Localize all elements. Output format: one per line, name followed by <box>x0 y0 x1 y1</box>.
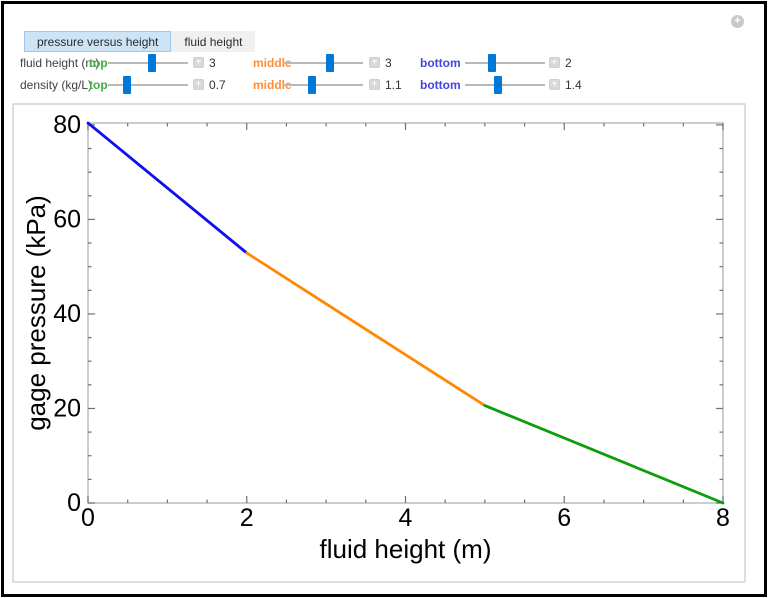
slider-thumb[interactable] <box>123 76 132 94</box>
slider-value-fluid-top: 3 <box>209 56 216 70</box>
slider-fluid-height-middle[interactable] <box>283 54 363 72</box>
svg-text:gage pressure (kPa): gage pressure (kPa) <box>21 195 51 431</box>
svg-text:0: 0 <box>67 489 81 517</box>
svg-text:40: 40 <box>53 300 81 328</box>
slider-density-top[interactable] <box>108 76 188 94</box>
expand-field-icon[interactable]: + <box>549 79 560 90</box>
expand-field-icon[interactable]: + <box>369 57 380 68</box>
fluid-height-row: fluid height (m) top + 3 middle + 3 bott… <box>0 54 768 72</box>
expand-field-icon[interactable]: + <box>193 79 204 90</box>
settings-plus-icon: + <box>734 15 741 27</box>
expand-field-icon[interactable]: + <box>549 57 560 68</box>
svg-text:6: 6 <box>557 504 571 532</box>
svg-text:0: 0 <box>81 504 95 532</box>
slider-value-fluid-bottom: 2 <box>565 56 572 70</box>
svg-text:60: 60 <box>53 205 81 233</box>
svg-text:8: 8 <box>716 504 730 532</box>
slider-thumb[interactable] <box>148 54 156 72</box>
expand-field-icon[interactable]: + <box>369 79 380 90</box>
density-row: density (kg/L) top + 0.7 middle + 1.1 bo… <box>0 76 768 94</box>
row-label-density: density (kg/L) <box>20 78 93 92</box>
slider-label-middle: middle <box>253 56 292 70</box>
slider-track[interactable] <box>465 62 545 64</box>
manipulate-settings-button[interactable]: + <box>731 15 744 28</box>
tab-bar: pressure versus height fluid height <box>24 31 256 52</box>
expand-field-icon[interactable]: + <box>193 57 204 68</box>
svg-text:80: 80 <box>53 111 81 139</box>
slider-label-top: top <box>89 78 108 92</box>
slider-track[interactable] <box>465 84 545 86</box>
svg-text:2: 2 <box>240 504 254 532</box>
slider-value-density-middle: 1.1 <box>385 78 402 92</box>
row-label-fluid-height: fluid height (m) <box>20 56 100 70</box>
slider-track[interactable] <box>108 84 188 86</box>
slider-track[interactable] <box>283 62 363 64</box>
slider-label-middle: middle <box>253 78 292 92</box>
slider-value-density-top: 0.7 <box>209 78 226 92</box>
slider-thumb[interactable] <box>488 54 497 72</box>
slider-fluid-height-top[interactable] <box>108 54 188 72</box>
svg-text:4: 4 <box>399 504 413 532</box>
slider-density-middle[interactable] <box>283 76 363 94</box>
slider-fluid-height-bottom[interactable] <box>465 54 545 72</box>
slider-value-density-bottom: 1.4 <box>565 78 582 92</box>
slider-thumb[interactable] <box>307 76 316 94</box>
slider-track[interactable] <box>283 84 363 86</box>
svg-text:fluid height (m): fluid height (m) <box>320 534 492 564</box>
slider-thumb[interactable] <box>326 54 335 72</box>
slider-density-bottom[interactable] <box>465 76 545 94</box>
slider-label-top: top <box>89 56 108 70</box>
slider-thumb[interactable] <box>493 76 502 94</box>
slider-value-fluid-middle: 3 <box>385 56 392 70</box>
tab-pressure-versus-height[interactable]: pressure versus height <box>24 31 172 52</box>
tab-fluid-height[interactable]: fluid height <box>171 31 256 52</box>
slider-label-bottom: bottom <box>420 78 461 92</box>
plot-container: 0 2 4 6 8 0 20 40 60 80 fluid height (m) gage press… <box>12 103 746 583</box>
slider-label-bottom: bottom <box>420 56 461 70</box>
svg-text:20: 20 <box>53 394 81 422</box>
